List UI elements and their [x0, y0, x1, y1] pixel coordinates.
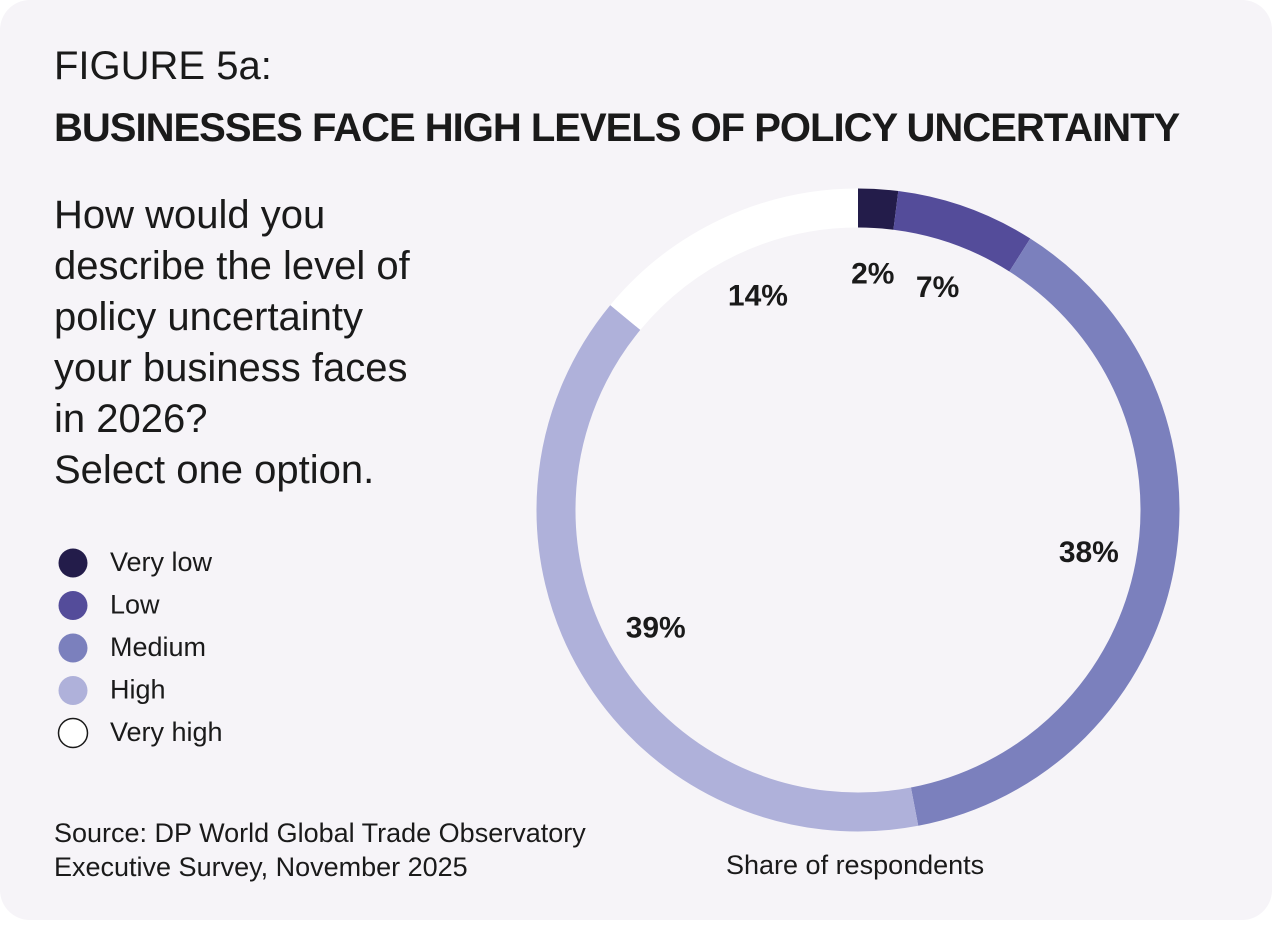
- source: Source: DP World Global Trade Observator…: [54, 818, 586, 882]
- legend-label: High: [110, 675, 166, 705]
- value-label: 39%: [626, 612, 686, 645]
- chart-title: BUSINESSES FACE HIGH LEVELS OF POLICY UN…: [54, 106, 1180, 150]
- legend-label: Very low: [110, 547, 213, 577]
- donut-segment: [893, 191, 1031, 272]
- donut-segment: [910, 238, 1180, 826]
- instruction: Select one option.: [54, 448, 375, 492]
- legend-swatch: [58, 676, 88, 705]
- legend-swatch: [57, 717, 89, 749]
- donut-segment: [610, 188, 859, 331]
- legend-swatch: [58, 591, 88, 620]
- legend-swatch: [58, 548, 88, 578]
- donut-segment: [536, 305, 919, 832]
- legend-swatch: [58, 633, 88, 663]
- figure-label: FIGURE 5a:: [54, 44, 272, 88]
- value-label: 7%: [916, 271, 959, 304]
- value-label: 38%: [1059, 536, 1119, 569]
- caption: Share of respondents: [726, 850, 985, 880]
- legend-label: Low: [110, 590, 160, 620]
- value-label: 14%: [728, 279, 788, 312]
- question: How would you describe the level of poli…: [54, 193, 410, 441]
- value-label: 2%: [851, 257, 894, 290]
- donut-segment: [857, 188, 899, 230]
- legend-label: Medium: [110, 632, 206, 662]
- legend-label: Very high: [110, 717, 223, 747]
